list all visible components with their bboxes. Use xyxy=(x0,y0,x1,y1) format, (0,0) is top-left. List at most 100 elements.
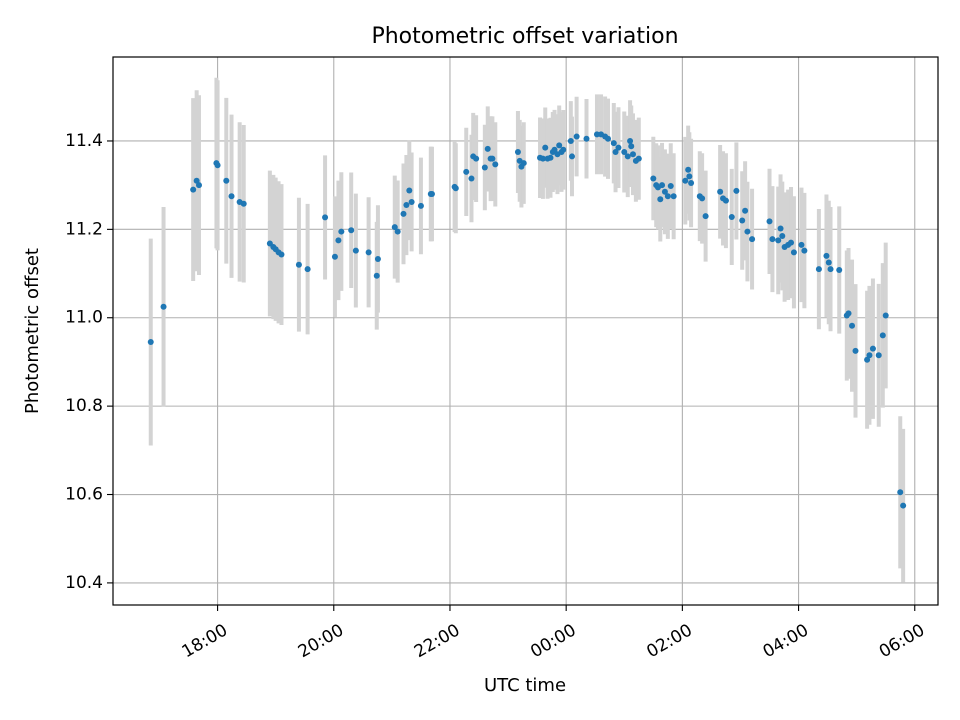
x-tick-label: 20:00 xyxy=(295,620,347,662)
data-point xyxy=(882,312,889,319)
error-bars xyxy=(148,77,906,583)
data-point xyxy=(452,185,459,192)
data-point xyxy=(685,166,692,173)
data-point xyxy=(849,322,856,329)
data-point xyxy=(492,161,499,168)
chart-title: Photometric offset variation xyxy=(371,24,678,49)
data-point xyxy=(659,182,666,189)
data-point xyxy=(514,149,521,156)
data-point xyxy=(779,232,786,239)
data-point xyxy=(733,187,740,194)
data-point xyxy=(489,155,496,162)
data-point xyxy=(627,137,634,144)
data-point xyxy=(408,198,415,205)
data-point xyxy=(374,255,381,262)
data-point xyxy=(788,239,795,246)
data-point xyxy=(228,193,235,200)
y-tick-label: 11.2 xyxy=(65,219,103,239)
data-point xyxy=(702,213,709,220)
x-tick-label: 00:00 xyxy=(527,620,579,662)
data-point xyxy=(864,356,871,363)
data-point xyxy=(879,332,886,339)
data-point xyxy=(699,195,706,202)
data-point xyxy=(897,489,904,496)
data-point xyxy=(769,236,776,243)
data-point xyxy=(823,252,830,259)
data-point xyxy=(815,266,822,273)
data-point xyxy=(484,145,491,152)
data-point xyxy=(551,146,558,153)
data-point xyxy=(520,160,527,167)
y-tick-label: 10.6 xyxy=(65,485,103,505)
data-point xyxy=(278,251,285,258)
data-point xyxy=(542,144,549,151)
data-point xyxy=(348,227,355,234)
data-point xyxy=(728,213,735,220)
data-point xyxy=(193,177,200,184)
data-point xyxy=(801,247,808,254)
data-point xyxy=(875,352,882,359)
data-point xyxy=(777,225,784,232)
data-point xyxy=(605,135,611,142)
x-tick-label: 18:00 xyxy=(179,620,231,662)
data-point xyxy=(394,228,401,235)
data-point xyxy=(667,183,674,190)
data-point xyxy=(335,237,342,244)
data-point xyxy=(742,207,749,214)
data-point xyxy=(352,247,359,254)
y-tick-label: 10.8 xyxy=(65,396,103,416)
data-point xyxy=(160,303,167,310)
data-point xyxy=(373,272,380,279)
data-point xyxy=(331,253,338,260)
data-point xyxy=(223,177,230,184)
data-point xyxy=(717,188,724,195)
data-point xyxy=(400,210,407,217)
data-point xyxy=(657,196,664,203)
data-point xyxy=(664,193,671,200)
data-point xyxy=(610,140,617,147)
y-tick-label: 11.4 xyxy=(65,131,103,151)
data-points xyxy=(147,131,907,509)
data-point xyxy=(628,143,635,150)
data-point xyxy=(240,200,247,207)
data-point xyxy=(629,151,636,158)
data-point xyxy=(612,149,619,156)
data-point xyxy=(869,345,876,352)
data-point xyxy=(338,228,345,235)
x-tick-label: 06:00 xyxy=(876,620,928,662)
data-point xyxy=(900,502,907,509)
data-point xyxy=(481,164,488,171)
data-point xyxy=(473,155,480,162)
data-point xyxy=(670,193,677,200)
data-point xyxy=(825,259,832,266)
data-point xyxy=(836,267,843,274)
data-point xyxy=(766,218,773,225)
data-point xyxy=(866,352,873,359)
data-point xyxy=(682,177,689,184)
data-point xyxy=(468,175,475,182)
data-point xyxy=(568,153,575,160)
y-axis-label: Photometric offset xyxy=(22,248,43,414)
plot-frame xyxy=(112,56,939,606)
data-point xyxy=(295,261,302,268)
data-point xyxy=(556,142,563,149)
data-point xyxy=(827,266,834,273)
data-point xyxy=(583,135,590,142)
data-point xyxy=(686,173,693,180)
x-tick-label: 22:00 xyxy=(411,620,463,662)
data-point xyxy=(661,188,668,195)
x-axis-label: UTC time xyxy=(484,675,566,696)
y-tick-label: 10.4 xyxy=(65,573,103,593)
data-point xyxy=(790,249,797,256)
data-point xyxy=(406,187,413,194)
x-tick-label: 02:00 xyxy=(643,620,695,662)
data-point xyxy=(615,144,622,151)
data-point xyxy=(214,162,221,169)
data-point xyxy=(547,154,554,161)
data-point xyxy=(722,197,729,204)
data-point xyxy=(739,217,746,224)
data-point xyxy=(304,266,311,273)
data-point xyxy=(845,310,852,317)
data-point xyxy=(650,175,657,182)
